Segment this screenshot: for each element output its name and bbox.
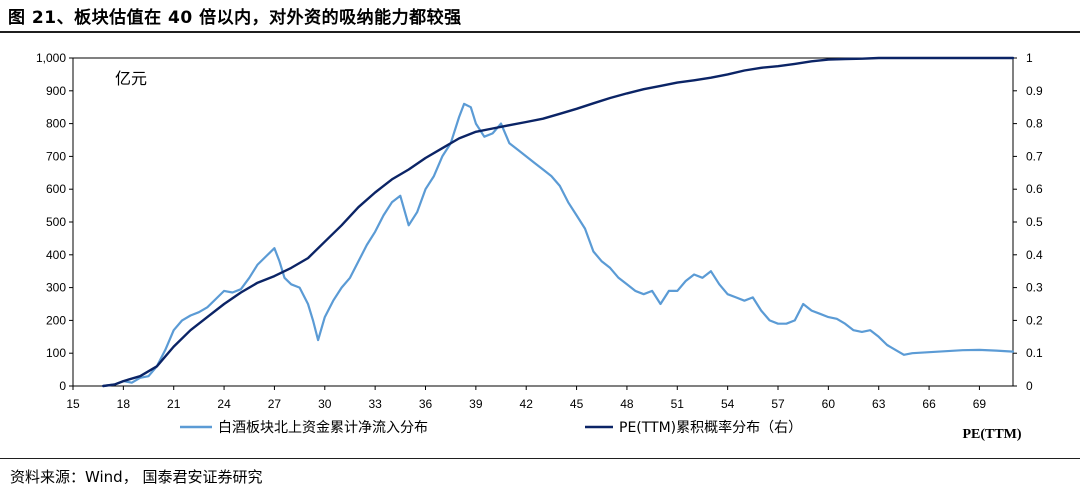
left-tick-label: 1,000 [36,51,66,65]
series-line-northbound-flow [102,102,1015,388]
x-tick-label: 48 [620,397,634,411]
unit-label: 亿元 [115,69,147,88]
legend-label: PE(TTM)累积概率分布（右） [619,419,802,436]
chart-axes [72,57,1014,387]
left-tick-label: 300 [46,281,66,295]
x-tick-label: 27 [268,397,282,411]
figure-title: 图 21、板块估值在 40 倍以内，对外资的吸纳能力都较强 [8,8,462,28]
right-tick-label: 0 [1026,379,1033,393]
left-tick-label: 100 [46,346,66,360]
legend-label: 白酒板块北上资金累计净流入分布 [218,420,428,436]
x-tick-label: 18 [117,397,131,411]
x-tick-label: 15 [66,397,80,411]
series-lines [102,56,1015,388]
right-tick-label: 0.7 [1026,149,1043,163]
right-axis-ticks: 0 0.1 0.2 0.3 0.4 0.5 0.6 0.7 0.8 0.9 1 [1013,51,1043,393]
right-tick-label: 0.6 [1026,182,1043,196]
left-tick-label: 400 [46,248,66,262]
x-tick-label: 66 [922,397,936,411]
right-tick-label: 0.5 [1026,215,1043,229]
left-tick-label: 500 [46,215,66,229]
left-tick-label: 700 [46,149,66,163]
x-tick-label: 45 [570,397,584,411]
series-line-pe-cdf [102,56,1015,388]
x-tick-label: 51 [671,397,685,411]
left-axis-ticks: 0 100 200 300 400 500 600 700 800 900 1,000 [36,51,73,393]
x-tick-label: 39 [469,397,483,411]
right-tick-label: 1 [1026,51,1033,65]
left-tick-label: 600 [46,182,66,196]
top-rule [0,31,1080,33]
x-tick-label: 21 [167,397,181,411]
right-tick-label: 0.1 [1026,346,1043,360]
bottom-rule [0,458,1080,459]
source-note: 资料来源：Wind， 国泰君安证券研究 [10,468,263,486]
right-tick-label: 0.8 [1026,117,1043,131]
plot-frame [72,57,1014,387]
legend: 白酒板块北上资金累计净流入分布 PE(TTM)累积概率分布（右） [180,419,802,436]
right-tick-label: 0.2 [1026,313,1043,327]
x-tick-label: 36 [419,397,433,411]
left-tick-label: 200 [46,313,66,327]
x-tick-label: 60 [822,397,836,411]
x-tick-label: 30 [318,397,332,411]
right-tick-label: 0.9 [1026,84,1043,98]
left-tick-label: 800 [46,117,66,131]
x-tick-label: 57 [771,397,785,411]
x-tick-label: 42 [520,397,534,411]
chart: 0 100 200 300 400 500 600 700 800 900 1,000 0 0.1 0.… [36,51,1043,442]
left-tick-label: 0 [59,379,66,393]
x-tick-label: 33 [368,397,382,411]
x-axis-label: PE(TTM) [962,427,1021,442]
left-tick-label: 900 [46,84,66,98]
x-tick-label: 54 [721,397,735,411]
x-tick-label: 24 [217,397,231,411]
x-axis-ticks: 15 18 21 24 27 30 33 36 39 42 45 48 51 54 57 60 63 66 69 [66,386,986,411]
x-tick-label: 63 [872,397,886,411]
right-tick-label: 0.4 [1026,248,1043,262]
right-tick-label: 0.3 [1026,281,1043,295]
x-tick-label: 69 [973,397,987,411]
